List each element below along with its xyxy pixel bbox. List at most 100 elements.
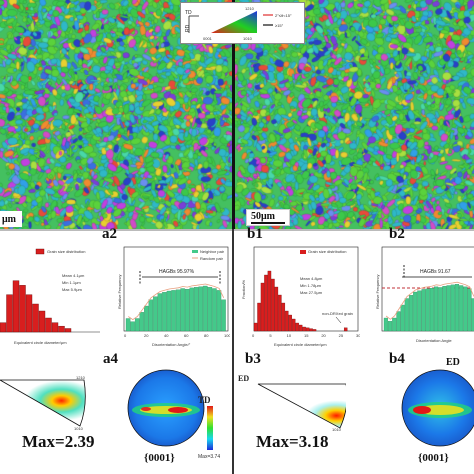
histogram-b-bar bbox=[305, 327, 310, 332]
histogram-b-tick-label: 0 bbox=[252, 333, 255, 338]
histogram-a-bar bbox=[64, 328, 72, 333]
ipf-b-triangle bbox=[257, 383, 346, 429]
histogram-b-bar bbox=[291, 318, 296, 332]
misorientation-a-ylabel: Relative Frequency bbox=[117, 275, 122, 309]
histogram-a-legend-swatch bbox=[35, 248, 45, 255]
pole-b-svg: ED bbox=[401, 366, 474, 447]
ipf-a-triangle bbox=[0, 379, 86, 427]
histogram-b-svg: Fraction/% Grain size distribution Mean … bbox=[241, 246, 360, 347]
histogram-b-stat-mean: Mean 4.8μm bbox=[300, 276, 323, 281]
misorientation-a-bar bbox=[212, 288, 217, 332]
histogram-a-stat-min: Min 1.1μm bbox=[62, 280, 81, 285]
misorientation-b-bar bbox=[388, 321, 393, 332]
ipf-a-corner-top: 1210 bbox=[76, 375, 86, 380]
misorientation-b-bar bbox=[404, 298, 409, 332]
histogram-b-tick-label: 10 bbox=[287, 333, 292, 338]
misorientation-a-bar bbox=[148, 299, 154, 332]
histogram-b-legend: Grain size distribution bbox=[308, 249, 346, 254]
misorientation-a-tick-label: 0 bbox=[124, 333, 127, 338]
histogram-b-bar bbox=[260, 282, 265, 332]
ipf-b-max-text: Max=3.18 bbox=[256, 432, 329, 451]
ipf-b-panel: ED 1010 bbox=[236, 370, 346, 432]
legend-line-1-text: 2°≤θ<15° bbox=[275, 13, 292, 18]
misorientation-a-bar bbox=[157, 293, 163, 332]
misorientation-b-bar bbox=[392, 317, 397, 332]
histogram-a-bars bbox=[0, 280, 72, 333]
ipf-b-svg: ED 1010 bbox=[238, 374, 346, 432]
misorientation-a-xlabel: Disorientation Angle/° bbox=[152, 342, 191, 347]
misorientation-b-bar bbox=[429, 287, 434, 332]
legend-corner-1010: 1010 bbox=[243, 36, 253, 41]
misorientation-a-bar bbox=[189, 287, 194, 332]
histogram-b-bar bbox=[285, 310, 289, 332]
misorientation-b-bar bbox=[408, 295, 414, 332]
legend-td-label: TD bbox=[185, 10, 192, 16]
histogram-b-stat-max: Max 27.5μm bbox=[300, 290, 323, 295]
histogram-b-stat-min: Min 1.78μm bbox=[300, 283, 322, 288]
legend-ipf-triangle bbox=[211, 11, 257, 33]
label-b1: b1 bbox=[247, 226, 263, 242]
misorientation-a-bar bbox=[194, 287, 199, 332]
scale-bar-a1-label: μm bbox=[2, 214, 16, 225]
ipf-a-panel: 1210 1010 bbox=[0, 370, 100, 430]
pole-a-max-spot bbox=[168, 407, 188, 413]
histogram-b-tick-label: 15 bbox=[304, 333, 309, 338]
histogram-b-x-ticks: 0 5 10 15 20 25 30 bbox=[252, 333, 360, 338]
histogram-a-xlabel: Equivalent circle diameter/μm bbox=[14, 340, 67, 345]
histogram-a-bar bbox=[25, 294, 33, 333]
misorientation-a-bar bbox=[180, 288, 185, 332]
misorientation-b-bar bbox=[467, 288, 472, 332]
misorientation-b-bar bbox=[446, 285, 451, 332]
misorientation-b-ylabel: Relative Frequency bbox=[375, 275, 380, 309]
histogram-a-stat-mean: Mean 4.1μm bbox=[62, 273, 85, 278]
scale-bar-b1-line bbox=[251, 222, 285, 224]
histogram-b-bar bbox=[309, 328, 313, 332]
histogram-b-xlabel: Equivalent circle diameter/μm bbox=[274, 342, 327, 347]
ipf-legend-box: TD RD 0001 1010 1210 2°≤θ<15° ≥15° bbox=[180, 2, 305, 44]
histogram-b-bar bbox=[281, 302, 286, 332]
histogram-b-tick-label: 20 bbox=[321, 333, 326, 338]
misorientation-a-bar bbox=[130, 321, 135, 332]
misorientation-b-hagb-text: HAGBs 91.67 bbox=[420, 269, 451, 275]
misorientation-a-bar bbox=[134, 318, 140, 332]
misorientation-a-bar bbox=[162, 292, 167, 332]
misorientation-a-bar bbox=[166, 290, 172, 332]
misorientation-a-hagb-text: HAGBs 95.97% bbox=[159, 269, 195, 275]
misorientation-a-legend-1: Neighbor pair bbox=[200, 249, 225, 254]
misorientation-a-bar bbox=[175, 289, 181, 332]
legend-line-2-text: ≥15° bbox=[275, 23, 284, 28]
histogram-b-tick-label: 5 bbox=[269, 333, 272, 338]
pole-a-secondary-spot bbox=[141, 407, 151, 411]
misorientation-b-bar bbox=[425, 288, 430, 332]
histogram-b-tick-label: 25 bbox=[339, 333, 344, 338]
ipf-b-corner-bottom: 1010 bbox=[332, 427, 342, 432]
histogram-b-bars bbox=[253, 270, 348, 332]
label-b4: b4 bbox=[389, 351, 405, 367]
legend-rd-label: RD bbox=[185, 24, 191, 32]
misorientation-b-bar bbox=[413, 291, 418, 332]
histogram-a-bar bbox=[0, 322, 7, 333]
misorientation-b-bar bbox=[421, 289, 426, 332]
histogram-b-annotation: non-DRXed grain bbox=[322, 311, 353, 316]
misorientation-a-bar bbox=[216, 290, 222, 332]
misorientation-a-tick-label: 80 bbox=[204, 333, 209, 338]
misorientation-b-bar bbox=[396, 311, 401, 332]
misorientation-a-bar bbox=[125, 318, 131, 332]
ipf-b-ed-label: ED bbox=[238, 374, 249, 383]
misorientation-a-panel: Relative Frequency Neighbor pair Random … bbox=[114, 243, 230, 349]
ipf-a-corner-bottom: 1010 bbox=[74, 426, 84, 430]
misorientation-b-bar bbox=[442, 286, 447, 332]
misorientation-b-bar bbox=[417, 290, 422, 332]
misorientation-b-bar bbox=[450, 284, 455, 332]
scale-bar-b1-label: 50μm bbox=[251, 211, 275, 222]
histogram-a-stat-max: Max 5.9μm bbox=[62, 287, 83, 292]
misorientation-b-bar bbox=[454, 284, 460, 332]
histogram-b-bar bbox=[253, 322, 258, 332]
legend-corner-1210: 1210 bbox=[245, 6, 255, 11]
pole-b-ed-label: ED bbox=[444, 366, 457, 367]
label-a4: a4 bbox=[103, 351, 118, 367]
histogram-a-bar bbox=[6, 294, 13, 333]
histogram-b-bar bbox=[288, 314, 292, 332]
misorientation-a-tick-label: 60 bbox=[184, 333, 189, 338]
histogram-b-bar bbox=[298, 324, 303, 332]
